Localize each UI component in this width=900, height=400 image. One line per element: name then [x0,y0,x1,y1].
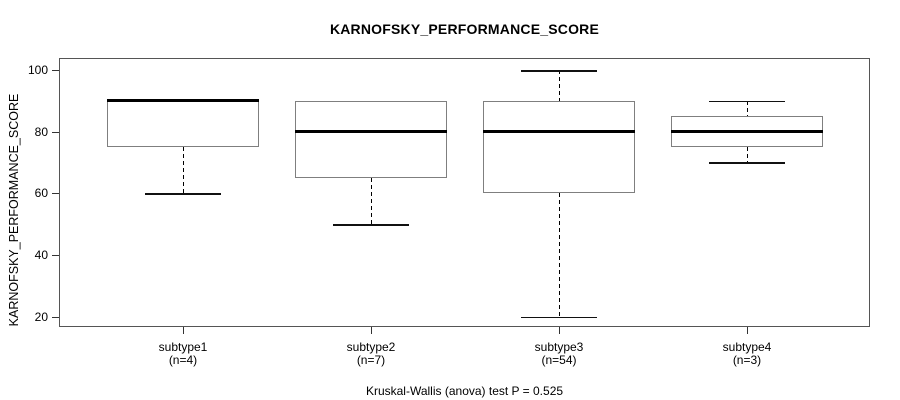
x-category-count: (n=3) [732,353,762,367]
lower-whisker-line [183,147,184,194]
x-category-count: (n=7) [356,353,386,367]
lower-whisker-cap [145,193,221,195]
x-category-label: subtype1 (n=4) [108,341,258,367]
lower-whisker-cap [709,162,785,164]
x-category-name: subtype2 [346,340,396,354]
median-line [295,130,447,134]
x-category-name: subtype4 [722,340,772,354]
y-tick-mark [52,131,59,133]
y-tick-mark [52,70,59,71]
median-line [107,99,259,103]
x-tick-mark [183,327,184,334]
x-category-label: subtype3 (n=54) [484,341,634,367]
x-category-count: (n=4) [168,353,198,367]
y-tick-mark [52,193,59,195]
upper-whisker-line [747,100,748,117]
x-tick-mark [747,327,748,334]
y-tick-label: 80 [34,124,48,139]
plot-area [59,58,870,327]
y-tick-mark [52,254,59,256]
boxplot-box [295,100,447,178]
lower-whisker-cap [521,316,597,318]
y-tick-label: 20 [34,309,48,324]
y-tick-label: 60 [34,186,48,201]
boxplot-box [107,100,259,148]
x-tick-mark [559,327,560,334]
upper-whisker-line [559,70,560,101]
y-tick-label: 100 [27,63,48,77]
stat-test-annotation: Kruskal-Wallis (anova) test P = 0.525 [365,384,564,398]
y-axis-title: KARNOFSKY_PERFORMANCE_SCORE [7,93,21,327]
median-line [483,130,635,134]
median-line [671,130,823,134]
x-category-label: subtype4 (n=3) [672,341,822,367]
lower-whisker-line [559,193,560,317]
upper-whisker-cap [521,70,597,72]
lower-whisker-cap [333,224,409,226]
boxplot-box [483,100,635,194]
chart-title: KARNOFSKY_PERFORMANCE_SCORE [329,21,600,37]
lower-whisker-line [371,177,372,225]
x-tick-mark [371,327,372,334]
y-tick-mark [52,316,59,318]
x-category-label: subtype2 (n=7) [296,341,446,367]
upper-whisker-cap [709,100,785,103]
x-category-count: (n=54) [541,353,577,367]
y-tick-label: 40 [34,247,48,262]
lower-whisker-line [747,147,748,163]
x-category-name: subtype3 [534,340,584,354]
x-category-name: subtype1 [158,340,208,354]
